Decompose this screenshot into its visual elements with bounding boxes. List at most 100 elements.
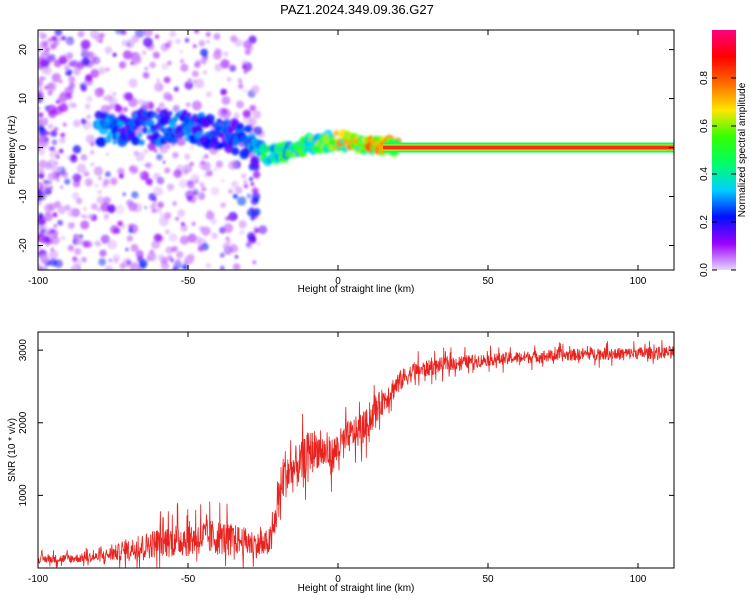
spectrogram-cell [39, 32, 47, 40]
spectrogram-cell [228, 188, 234, 194]
spectrogram-cell [253, 126, 263, 136]
spectrogram-cell [38, 140, 47, 150]
spectrogram-cell [131, 191, 139, 199]
spectrogram-cell [104, 136, 112, 144]
spectrogram-cell [143, 30, 153, 37]
spectrogram-cell [99, 39, 103, 44]
spectrogram-cell [172, 266, 179, 270]
spectrogram-cell [51, 139, 58, 146]
spectrogram-cell [152, 197, 157, 203]
spectrogram-cell [85, 74, 93, 82]
y-tick-label: -20 [18, 238, 29, 253]
spectrogram-cell [86, 114, 91, 120]
spectrogram-cell [138, 259, 148, 268]
spectrogram-cell [81, 57, 91, 66]
spectrogram-cell [81, 214, 85, 218]
spectrogram-cell [210, 115, 215, 120]
spectrogram-cell [105, 152, 109, 156]
spectrogram-cell [200, 57, 208, 65]
spectrogram-cell [200, 160, 206, 166]
spectrogram-cell [277, 146, 282, 151]
spectrogram-cell [47, 55, 52, 60]
spectrogram-cell [214, 47, 221, 55]
x-tick-label: -100 [28, 574, 48, 585]
spectrogram-cell [98, 243, 102, 247]
spectrogram-cell [76, 163, 87, 174]
spectrogram-cell [237, 196, 247, 206]
spectrogram-cell [229, 244, 239, 253]
spectrogram-cell [44, 106, 50, 112]
spectrogram-cell [223, 223, 234, 234]
spectrogram-cell [84, 215, 88, 219]
spectrogram-cell [158, 102, 165, 109]
spectrogram-cell [121, 39, 128, 47]
spectrogram-cell [69, 155, 78, 163]
spectrogram-cell [39, 226, 44, 231]
spectrogram-cell [66, 207, 77, 218]
spectrogram-cell [175, 216, 180, 221]
spectrogram-cell [105, 67, 111, 72]
spectrogram-cell [172, 245, 179, 253]
spectrogram-cell [72, 179, 81, 188]
y-tick-label: 20 [18, 44, 29, 56]
spectrogram-cell [189, 161, 195, 167]
spectrogram-noise-cloud [38, 30, 402, 270]
spectrogram-cell [207, 209, 212, 214]
spectrogram-cell [164, 167, 171, 174]
spectrogram-cell [74, 247, 82, 256]
spectrogram-cell [46, 131, 50, 136]
spectrogram-cell [154, 149, 158, 153]
spectrogram-cell [222, 242, 230, 250]
spectrogram-cell [185, 102, 191, 107]
colorbar-gradient [712, 30, 736, 270]
spectrogram-y-axis: 20 10 0 -10 -20 [18, 44, 674, 253]
spectrogram-cell [193, 79, 197, 84]
spectrogram-cell [52, 212, 58, 218]
spectrogram-cell [49, 185, 53, 190]
spectrogram-cell [84, 103, 91, 110]
spectrogram-cell [192, 188, 199, 195]
snr-series-line [38, 339, 674, 568]
spectrogram-cell [154, 123, 161, 130]
spectrogram-cell [143, 149, 149, 155]
spectrogram-cell [109, 177, 118, 186]
spectrogram-cell [122, 192, 126, 196]
spectrogram-cell [157, 201, 164, 209]
spectrogram-cell [220, 107, 228, 115]
spectrogram-cell [103, 96, 108, 101]
spectrogram-cell [118, 61, 126, 69]
spectrogram-cell [163, 76, 171, 84]
spectrogram-cell [179, 235, 190, 245]
snr-x-axis: -100 -50 0 50 100 [28, 332, 647, 585]
spectrogram-cell [242, 109, 251, 119]
spectrogram-cell [103, 213, 110, 219]
spectrogram-cell [144, 205, 148, 210]
spectrogram-cell [191, 70, 199, 78]
spectrogram-cell [90, 68, 100, 78]
spectrogram-cell [245, 241, 251, 247]
spectrogram-cell [153, 186, 164, 197]
spectrogram-cell [205, 169, 213, 177]
spectrogram-cell [117, 220, 123, 227]
spectrogram-cell [75, 174, 81, 181]
spectrogram-cell [47, 37, 53, 43]
spectrogram-cell [59, 137, 66, 144]
spectrogram-cell [66, 53, 73, 60]
spectrogram-cell [54, 201, 61, 209]
spectrogram-cell [136, 266, 142, 270]
spectrogram-cell [104, 265, 114, 270]
spectrogram-cell [75, 61, 85, 70]
spectrogram-cell [162, 115, 172, 125]
spectrogram-cell [60, 132, 66, 138]
spectrogram-cell [192, 44, 197, 48]
spectrogram-cell [184, 254, 195, 265]
spectrogram-cell [183, 169, 189, 175]
spectrogram-cell [103, 196, 111, 205]
spectrogram-cell [240, 173, 247, 179]
spectrogram-cell [232, 193, 238, 199]
spectrogram-cell [60, 235, 66, 241]
spectrogram-cell [154, 34, 160, 39]
spectrogram-cell [251, 187, 259, 195]
spectrogram-cell [226, 77, 232, 82]
